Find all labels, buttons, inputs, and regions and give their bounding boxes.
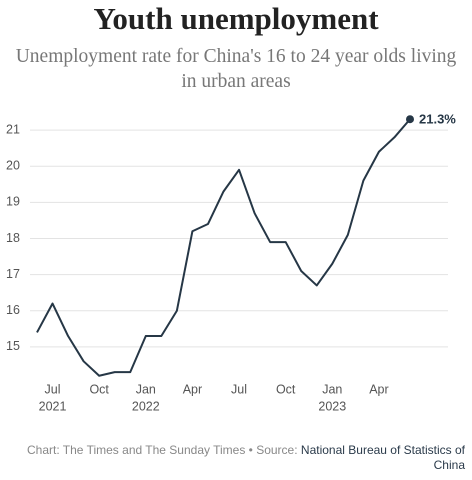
chart-subtitle: Unemployment rate for China's 16 to 24 y…: [15, 46, 457, 92]
x-tick-label: Apr: [183, 382, 202, 396]
y-tick-label: 16: [6, 303, 20, 317]
x-tick-year: 2023: [318, 399, 346, 413]
line: [36, 118, 411, 377]
end-marker: [406, 115, 414, 124]
x-tick-label: Jul: [231, 382, 247, 396]
y-tick-label: 15: [6, 339, 20, 353]
x-tick-year: 2021: [39, 399, 67, 413]
y-tick-label: 21: [6, 122, 20, 136]
x-tick-year: 2022: [132, 399, 160, 413]
source: National Bureau of Statistics of China: [300, 443, 465, 472]
y-tick-label: 17: [6, 267, 20, 281]
x-tick-label: Oct: [89, 382, 109, 396]
x-tick-label: Oct: [276, 382, 296, 396]
chart-title: Youth unemployment: [93, 1, 379, 36]
x-tick-label: Apr: [369, 382, 388, 396]
x-tick-label: Jan: [322, 382, 342, 396]
credit: Chart: The Times and The Sunday Times • …: [27, 443, 298, 457]
y-tick-label: 19: [6, 195, 20, 209]
y-tick-label: 20: [6, 158, 20, 172]
y-tick-label: 18: [6, 231, 20, 245]
x-tick-label: Jul: [45, 382, 61, 396]
value-label: 21.3%: [419, 112, 456, 127]
x-tick-label: Jan: [136, 382, 156, 396]
footer: Chart: The Times and The Sunday Times • …: [20, 443, 465, 473]
